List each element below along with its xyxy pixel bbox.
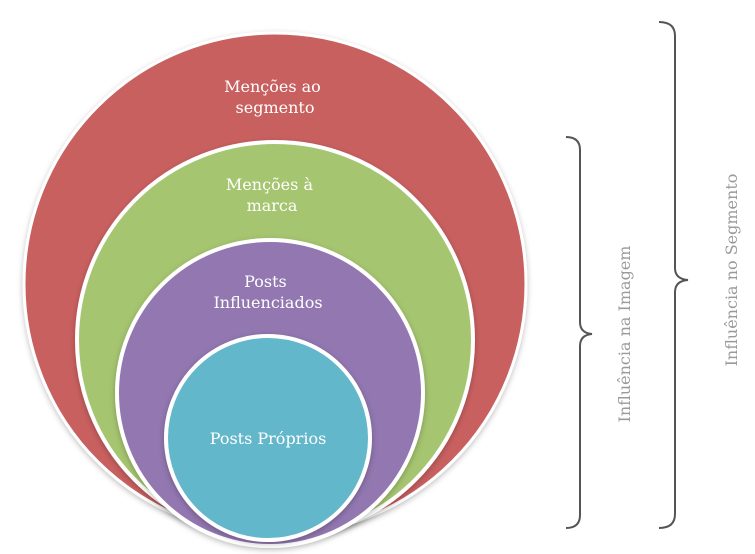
segment-mentions-label: Menções ao segmento — [224, 77, 326, 117]
segment-influence-bracket — [658, 21, 689, 529]
own-posts-label: Posts Próprios — [210, 429, 327, 448]
influenced-posts-label: Posts Influenciados — [213, 272, 322, 312]
image-influence-bracket — [565, 136, 593, 529]
brand-mentions-label: Menções à marca — [226, 175, 318, 215]
image-influence-label: Influência na Imagem — [615, 246, 634, 423]
ring-own-posts — [164, 334, 372, 542]
segment-influence-label: Influência no Segmento — [722, 174, 741, 367]
